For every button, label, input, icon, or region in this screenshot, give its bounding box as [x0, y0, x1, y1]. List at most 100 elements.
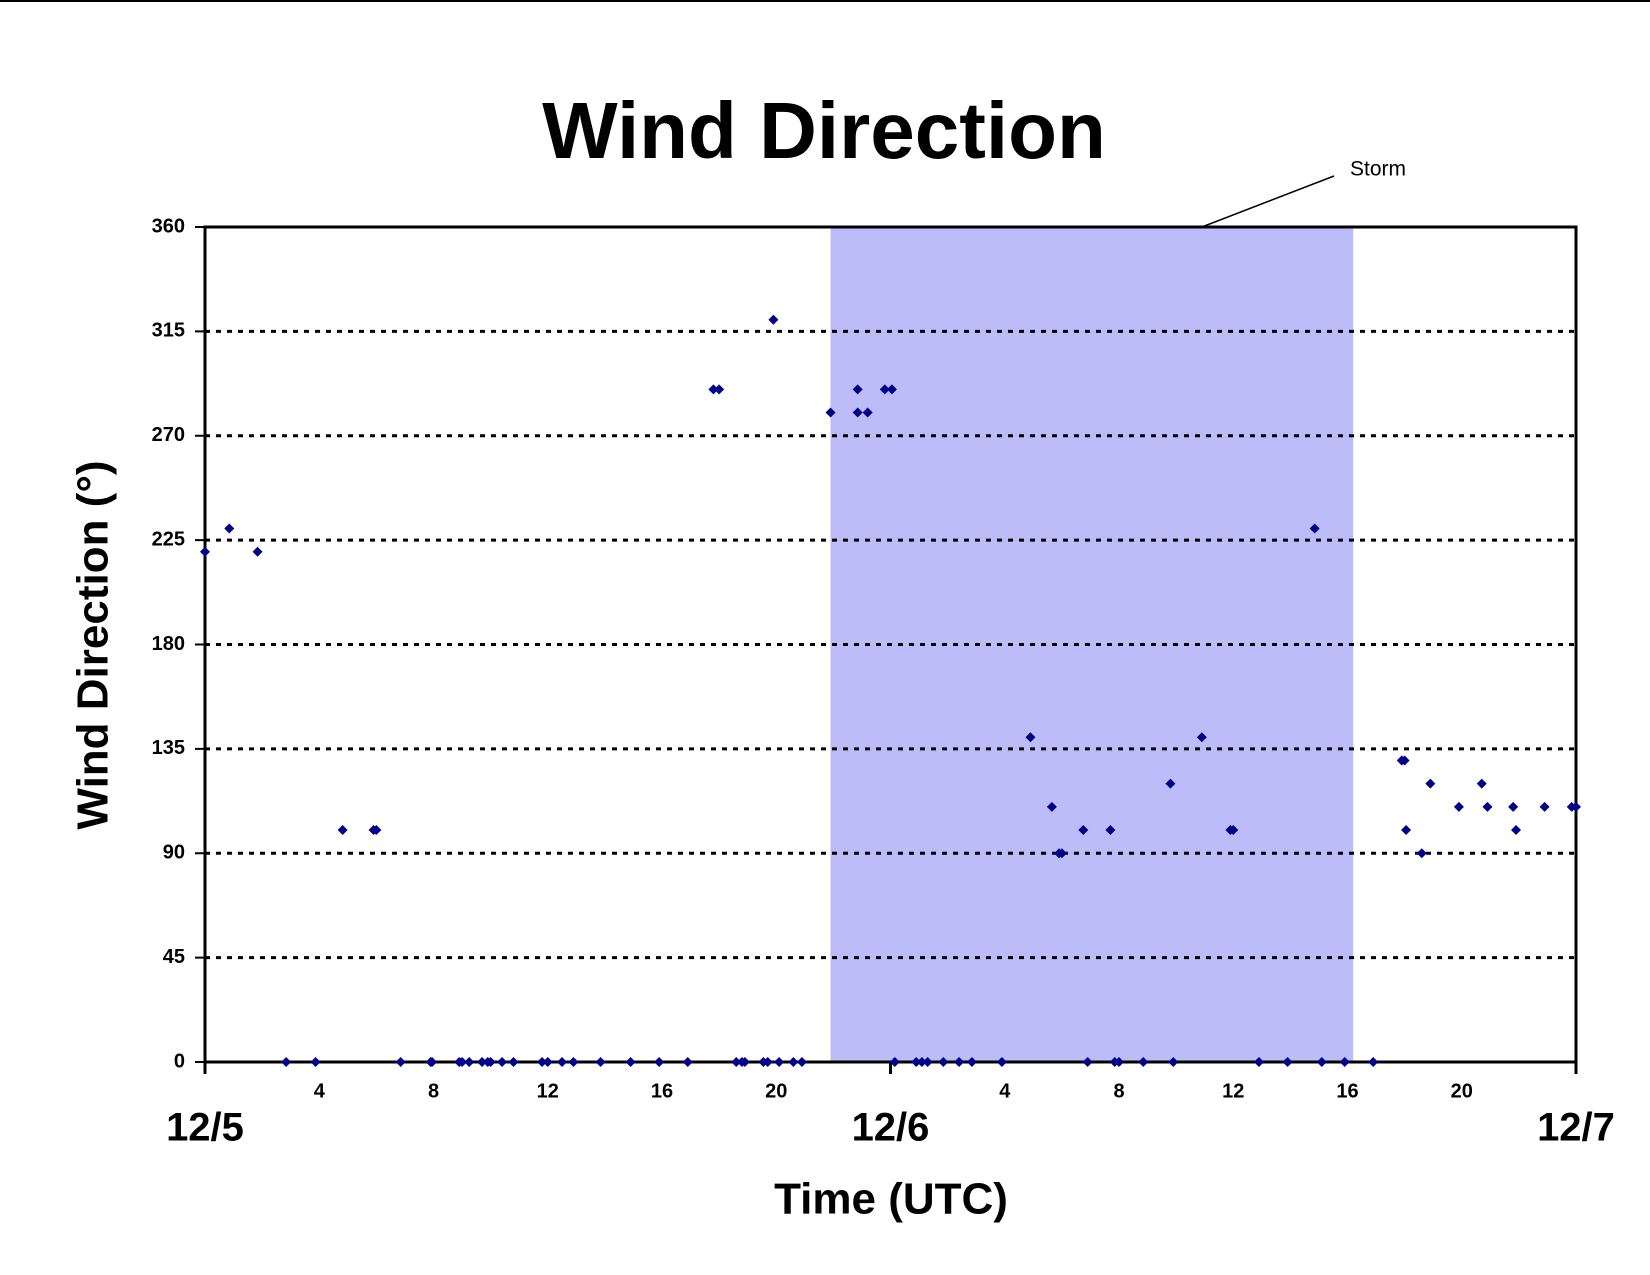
x-tick-label: 16	[1336, 1080, 1358, 1102]
x-axis-label: Time (UTC)	[774, 1175, 1008, 1224]
data-point	[1082, 1057, 1093, 1067]
data-point	[1025, 732, 1036, 743]
data-point	[862, 407, 873, 418]
data-point	[457, 1057, 468, 1067]
data-point	[1228, 825, 1239, 836]
data-point	[879, 384, 890, 395]
data-point	[337, 825, 348, 836]
data-point	[568, 1057, 579, 1067]
y-tick-label: 45	[163, 946, 185, 968]
data-point	[1339, 1057, 1350, 1067]
data-point	[281, 1057, 292, 1067]
data-point	[1138, 1057, 1149, 1067]
data-point	[768, 314, 779, 325]
data-point	[852, 407, 863, 418]
x-tick-label: 8	[1113, 1080, 1124, 1102]
y-tick-label: 90	[163, 842, 185, 864]
data-point	[1368, 1057, 1379, 1067]
chart-title: Wind Direction	[542, 86, 1106, 175]
data-point	[1309, 523, 1320, 534]
data-point	[886, 384, 897, 395]
data-point	[911, 1057, 922, 1067]
data-point	[1399, 755, 1410, 766]
data-point	[1482, 801, 1493, 812]
data-point	[1425, 778, 1436, 789]
x-tick-label: 20	[765, 1080, 787, 1102]
data-point	[477, 1057, 488, 1067]
data-point	[714, 384, 725, 395]
data-point	[200, 546, 210, 557]
data-point	[796, 1057, 807, 1067]
date-label: 12/6	[852, 1106, 930, 1150]
annotation-line	[1201, 175, 1335, 228]
x-tick-label: 8	[428, 1080, 439, 1102]
x-tick-label: 12	[537, 1080, 559, 1102]
data-point	[595, 1057, 606, 1067]
y-axis-label: Wind Direction (°)	[69, 460, 118, 829]
data-point	[464, 1057, 475, 1067]
data-point	[1416, 848, 1427, 859]
date-label: 12/5	[166, 1106, 244, 1150]
data-point	[762, 1057, 773, 1067]
data-point	[922, 1057, 933, 1067]
data-point	[731, 1057, 742, 1067]
data-point	[889, 1057, 900, 1067]
data-point	[1056, 848, 1067, 859]
data-point	[252, 546, 263, 557]
y-tick-label: 315	[152, 320, 185, 342]
data-point	[1168, 1057, 1179, 1067]
data-point	[916, 1057, 927, 1067]
date-label: 12/7	[1537, 1106, 1615, 1150]
data-point	[1316, 1057, 1327, 1067]
data-point	[1401, 825, 1412, 836]
x-tick-label: 4	[999, 1080, 1011, 1102]
x-tick-label: 4	[314, 1080, 326, 1102]
data-point	[954, 1057, 965, 1067]
data-point	[310, 1057, 321, 1067]
data-point	[1046, 801, 1057, 812]
y-tick-label: 360	[152, 215, 185, 237]
data-point	[395, 1057, 406, 1067]
data-point	[427, 1057, 438, 1067]
data-point	[542, 1057, 553, 1067]
data-point	[654, 1057, 665, 1067]
y-tick-label: 180	[152, 633, 185, 655]
data-point	[852, 384, 863, 395]
y-tick-label: 0	[174, 1050, 185, 1072]
data-point	[625, 1057, 636, 1067]
data-point	[371, 825, 382, 836]
x-tick-label: 20	[1451, 1080, 1473, 1102]
data-point	[788, 1057, 799, 1067]
data-point	[485, 1057, 496, 1067]
storm-band	[830, 227, 1354, 1062]
data-point	[1105, 825, 1116, 836]
data-point	[224, 523, 235, 534]
data-point	[497, 1057, 508, 1067]
data-point	[739, 1057, 750, 1067]
data-point	[1571, 801, 1581, 812]
data-point	[1508, 801, 1519, 812]
data-point	[1282, 1057, 1293, 1067]
data-point	[1078, 825, 1089, 836]
x-tick-label: 16	[651, 1080, 673, 1102]
data-point	[708, 384, 719, 395]
annotation: Storm	[1350, 158, 1406, 181]
data-point	[557, 1057, 568, 1067]
data-point	[938, 1057, 949, 1067]
data-point	[537, 1057, 548, 1067]
data-point	[1453, 801, 1464, 812]
data-point	[774, 1057, 785, 1067]
data-point	[682, 1057, 693, 1067]
data-point	[1165, 778, 1176, 789]
data-point	[1114, 1057, 1124, 1067]
data-point	[1539, 801, 1550, 812]
y-tick-label: 270	[152, 424, 185, 446]
data-point	[508, 1057, 519, 1067]
data-point	[966, 1057, 977, 1067]
data-point	[1196, 732, 1207, 743]
data-point	[1253, 1057, 1264, 1067]
y-tick-label: 225	[152, 528, 185, 550]
data-point	[1476, 778, 1487, 789]
data-point	[825, 407, 836, 418]
